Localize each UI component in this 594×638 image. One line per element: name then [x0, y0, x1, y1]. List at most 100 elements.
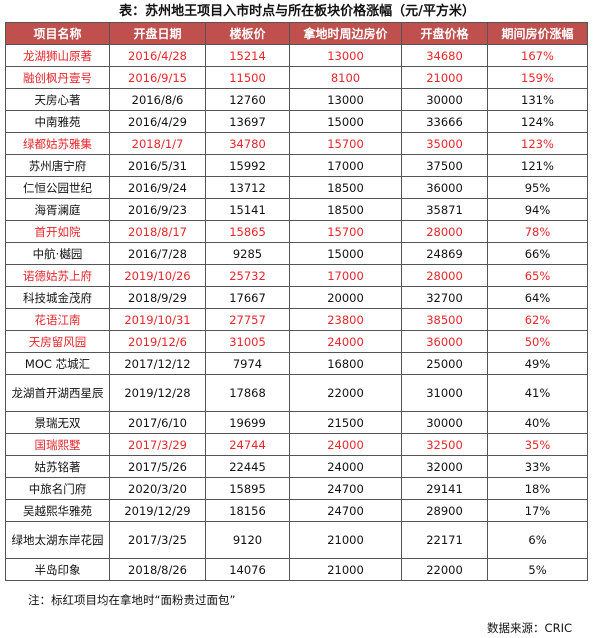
cell-open-price: 35871 — [401, 198, 488, 221]
header-floor-price: 楼板价 — [205, 22, 290, 45]
cell-floor-price: 18156 — [205, 499, 290, 522]
cell-nearby-price: 8100 — [289, 66, 402, 89]
cell-open-price: 37500 — [401, 154, 488, 177]
cell-nearby-price: 24000 — [289, 455, 402, 478]
cell-open-date: 2020/3/20 — [109, 477, 206, 500]
table-row: 天房心著 2016/8/6 12760 13000 30000 131% — [5, 88, 588, 111]
cell-growth: 41% — [487, 374, 588, 412]
cell-growth: 17% — [487, 499, 588, 522]
cell-nearby-price: 20000 — [289, 286, 402, 309]
cell-nearby-price: 18500 — [289, 176, 402, 199]
table-row: 苏州唐宁府 2016/5/31 15992 17000 37500 121% — [5, 154, 588, 177]
cell-open-price: 21000 — [401, 66, 488, 89]
cell-floor-price: 15895 — [205, 477, 290, 500]
cell-nearby-price: 24000 — [289, 330, 402, 353]
table-row: 绿都姑苏雅集 2018/1/7 34780 15700 35000 123% — [5, 132, 588, 155]
table-row: 景瑞无双 2017/6/10 19699 21500 30000 40% — [5, 411, 588, 434]
cell-floor-price: 25732 — [205, 264, 290, 287]
cell-project-name: MOC 芯城汇 — [5, 352, 110, 375]
cell-nearby-price: 24700 — [289, 477, 402, 500]
cell-project-name: 吴越熙华雅苑 — [5, 499, 110, 522]
cell-project-name: 苏州唐宁府 — [5, 154, 110, 177]
cell-open-price: 38500 — [401, 308, 488, 331]
cell-open-date: 2018/8/17 — [109, 220, 206, 243]
cell-project-name: 国瑞熙墅 — [5, 433, 110, 456]
cell-floor-price: 27757 — [205, 308, 290, 331]
cell-project-name: 花语江南 — [5, 308, 110, 331]
cell-project-name: 科技城金茂府 — [5, 286, 110, 309]
header-nearby-price: 拿地时周边房价 — [289, 22, 402, 45]
cell-open-date: 2016/8/6 — [109, 88, 206, 111]
cell-nearby-price: 15700 — [289, 220, 402, 243]
cell-open-date: 2017/5/26 — [109, 455, 206, 478]
cell-open-date: 2016/4/28 — [109, 44, 206, 67]
cell-open-price: 28000 — [401, 264, 488, 287]
cell-floor-price: 17667 — [205, 286, 290, 309]
cell-open-date: 2016/7/28 — [109, 242, 206, 265]
table-row: 龙湖狮山原著 2016/4/28 15214 13000 34680 167% — [5, 44, 588, 67]
cell-open-price: 35000 — [401, 132, 488, 155]
cell-open-price: 28900 — [401, 499, 488, 522]
cell-growth: 159% — [487, 66, 588, 89]
table-row: 中航·樾园 2016/7/28 9285 15000 24869 66% — [5, 242, 588, 265]
table-row: 花语江南 2019/10/31 27757 23800 38500 62% — [5, 308, 588, 331]
cell-open-price: 25000 — [401, 352, 488, 375]
cell-growth: 40% — [487, 411, 588, 434]
cell-growth: 123% — [487, 132, 588, 155]
cell-growth: 167% — [487, 44, 588, 67]
cell-project-name: 海胥澜庭 — [5, 198, 110, 221]
cell-project-name: 绿地太湖东岸花园 — [5, 521, 110, 559]
cell-nearby-price: 15000 — [289, 110, 402, 133]
cell-growth: 131% — [487, 88, 588, 111]
table-row: 首开如院 2018/8/17 15865 15700 28000 78% — [5, 220, 588, 243]
table-row: 中旅名门府 2020/3/20 15895 24700 29141 18% — [5, 477, 588, 500]
cell-nearby-price: 24700 — [289, 499, 402, 522]
cell-open-date: 2017/3/25 — [109, 521, 206, 559]
cell-growth: 49% — [487, 352, 588, 375]
cell-project-name: 仁恒公园世纪 — [5, 176, 110, 199]
cell-nearby-price: 21000 — [289, 521, 402, 559]
cell-open-date: 2016/4/29 — [109, 110, 206, 133]
cell-floor-price: 12760 — [205, 88, 290, 111]
table-row: 仁恒公园世纪 2016/9/24 13712 18500 36000 95% — [5, 176, 588, 199]
cell-growth: 50% — [487, 330, 588, 353]
cell-floor-price: 13712 — [205, 176, 290, 199]
cell-floor-price: 9285 — [205, 242, 290, 265]
cell-floor-price: 31005 — [205, 330, 290, 353]
cell-growth: 95% — [487, 176, 588, 199]
header-project-name: 项目名称 — [5, 22, 110, 45]
cell-nearby-price: 17000 — [289, 264, 402, 287]
header-row: 项目名称 开盘日期 楼板价 拿地时周边房价 开盘价格 期间房价涨幅 — [5, 22, 588, 45]
cell-open-price: 28000 — [401, 220, 488, 243]
price-growth-table: 项目名称 开盘日期 楼板价 拿地时周边房价 开盘价格 期间房价涨幅 龙湖狮山原著… — [5, 22, 588, 581]
cell-floor-price: 15214 — [205, 44, 290, 67]
cell-floor-price: 22445 — [205, 455, 290, 478]
cell-nearby-price: 21000 — [289, 558, 402, 581]
cell-growth: 5% — [487, 558, 588, 581]
cell-nearby-price: 15700 — [289, 132, 402, 155]
cell-open-date: 2017/3/29 — [109, 433, 206, 456]
cell-open-date: 2018/9/29 — [109, 286, 206, 309]
cell-floor-price: 15141 — [205, 198, 290, 221]
cell-nearby-price: 17000 — [289, 154, 402, 177]
cell-open-price: 24869 — [401, 242, 488, 265]
cell-open-date: 2016/9/23 — [109, 198, 206, 221]
cell-nearby-price: 18500 — [289, 198, 402, 221]
cell-growth: 35% — [487, 433, 588, 456]
cell-nearby-price: 22000 — [289, 374, 402, 412]
cell-growth: 18% — [487, 477, 588, 500]
cell-growth: 33% — [487, 455, 588, 478]
cell-project-name: 首开如院 — [5, 220, 110, 243]
table-row: 融创枫丹壹号 2016/9/15 11500 8100 21000 159% — [5, 66, 588, 89]
cell-project-name: 中航·樾园 — [5, 242, 110, 265]
cell-project-name: 天房留风园 — [5, 330, 110, 353]
cell-growth: 64% — [487, 286, 588, 309]
cell-growth: 121% — [487, 154, 588, 177]
cell-open-price: 32000 — [401, 455, 488, 478]
cell-growth: 78% — [487, 220, 588, 243]
cell-nearby-price: 13000 — [289, 44, 402, 67]
table-row: 绿地太湖东岸花园 2017/3/25 9120 21000 22171 6% — [5, 521, 588, 559]
cell-nearby-price: 16800 — [289, 352, 402, 375]
cell-open-date: 2017/6/10 — [109, 411, 206, 434]
table-row: 海胥澜庭 2016/9/23 15141 18500 35871 94% — [5, 198, 588, 221]
